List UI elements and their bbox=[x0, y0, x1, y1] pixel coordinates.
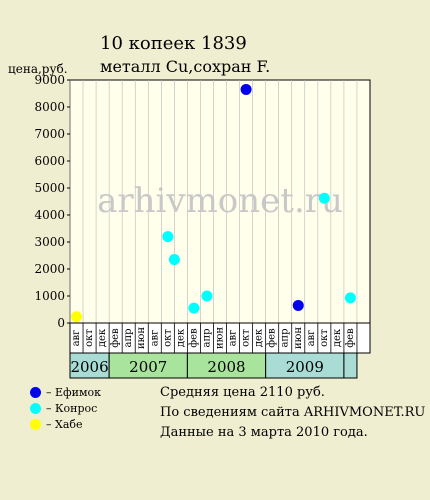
year-label: 2009 bbox=[286, 358, 324, 376]
month-label: фев bbox=[110, 328, 121, 348]
chart-subtitle: металл Cu,сохран F. bbox=[100, 57, 271, 76]
y-tick-label: 9000 bbox=[34, 73, 65, 87]
month-label: апр bbox=[123, 328, 134, 347]
legend-marker-konros bbox=[30, 402, 41, 414]
month-label: фев bbox=[188, 328, 199, 348]
data-point bbox=[240, 83, 252, 95]
month-label: окт bbox=[319, 329, 330, 347]
legend-item-konros: – Конрос bbox=[30, 400, 101, 416]
year-label: 2006 bbox=[70, 358, 108, 376]
data-point bbox=[201, 290, 213, 302]
data-date-text: Данные на 3 марта 2010 года. bbox=[160, 425, 368, 440]
month-label: авг bbox=[228, 330, 239, 347]
y-tick-label: 1000 bbox=[34, 289, 65, 303]
y-tick-label: 6000 bbox=[34, 154, 65, 168]
year-label: 2007 bbox=[129, 358, 167, 376]
month-label: июн bbox=[215, 327, 226, 349]
average-price-text: Средняя цена 2110 руб. bbox=[160, 385, 325, 400]
month-label: дек bbox=[332, 328, 343, 347]
watermark: arhivmonet.ru bbox=[97, 181, 343, 221]
y-tick-label: 5000 bbox=[34, 181, 65, 195]
source-text: По сведениям сайта ARHIVMONET.RU bbox=[160, 405, 426, 420]
legend-item-khabe: – Хабе bbox=[30, 416, 101, 432]
data-point bbox=[344, 292, 356, 304]
data-point bbox=[292, 299, 304, 311]
y-axis-label: цена,руб. bbox=[8, 62, 68, 76]
month-label: апр bbox=[201, 328, 212, 347]
y-tick-label: 7000 bbox=[34, 127, 65, 141]
y-tick-label: 4000 bbox=[34, 208, 65, 222]
month-label: июн bbox=[293, 327, 304, 349]
y-tick-label: 8000 bbox=[34, 100, 65, 114]
year-band bbox=[108, 352, 188, 379]
data-point bbox=[71, 311, 83, 323]
year-band bbox=[265, 352, 345, 379]
month-label: авг bbox=[71, 330, 82, 347]
month-label: окт bbox=[241, 329, 252, 347]
month-label: фев bbox=[267, 328, 278, 348]
y-tick-label: 0 bbox=[57, 316, 65, 330]
y-tick-label: 3000 bbox=[34, 235, 65, 249]
month-label: дек bbox=[97, 328, 108, 347]
month-label: окт bbox=[162, 329, 173, 347]
legend-item-efimok: – Ефимок bbox=[30, 384, 101, 400]
data-point bbox=[188, 302, 200, 314]
year-label: 2008 bbox=[207, 358, 245, 376]
footer-notes: Средняя цена 2110 руб. По сведениям сайт… bbox=[160, 383, 425, 443]
legend-label-konros: – Конрос bbox=[46, 401, 98, 415]
legend-label-efimok: – Ефимок bbox=[46, 385, 102, 399]
month-label: фев bbox=[345, 328, 356, 348]
month-label: дек bbox=[254, 328, 265, 347]
year-band bbox=[343, 352, 358, 379]
month-label: июн bbox=[136, 327, 147, 349]
month-label: дек bbox=[175, 328, 186, 347]
month-label: авг bbox=[306, 330, 317, 347]
chart-title: 10 копеек 1839 bbox=[100, 33, 247, 54]
month-label: авг bbox=[149, 330, 160, 347]
year-band bbox=[69, 352, 110, 379]
month-label: окт bbox=[84, 329, 95, 347]
month-label: апр bbox=[280, 328, 291, 347]
data-point bbox=[168, 254, 180, 266]
legend-marker-efimok bbox=[30, 386, 41, 398]
legend-marker-khabe bbox=[30, 418, 41, 430]
data-point bbox=[318, 192, 330, 204]
data-point bbox=[162, 231, 174, 243]
y-tick-label: 2000 bbox=[34, 262, 65, 276]
legend-label-khabe: – Хабе bbox=[46, 417, 83, 431]
legend: – Ефимок – Конрос – Хабе bbox=[30, 384, 101, 432]
